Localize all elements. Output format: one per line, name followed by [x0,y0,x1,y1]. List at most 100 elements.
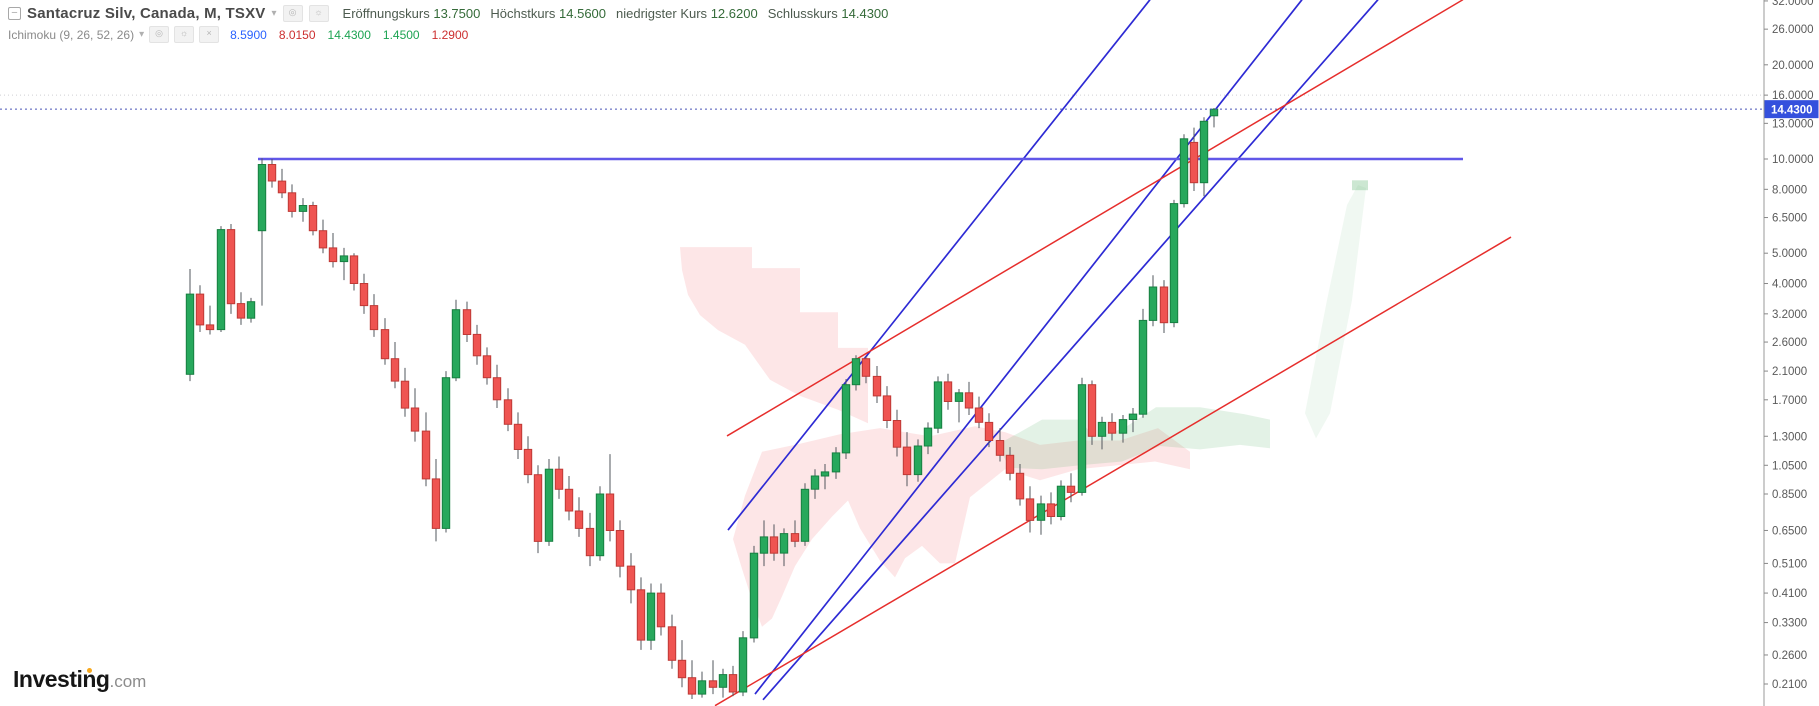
chevron-down-icon[interactable]: ▾ [271,8,277,19]
indicator-values: 8.5900 8.0150 14.4300 1.4500 1.2900 [230,28,468,42]
candle-down [656,592,666,628]
candle-down [790,533,800,542]
candle-down [677,659,687,679]
candle-up [697,680,707,695]
candle-up [1036,503,1046,521]
candle-down [421,430,431,480]
candle-down [605,493,615,531]
eye-icon[interactable]: ◎ [282,5,303,22]
candle-up [1148,286,1158,321]
candle-up [257,164,267,232]
candle-down [585,527,595,557]
price-tick-label: 0.4100 [1772,588,1807,600]
collapse-icon[interactable]: − [8,7,21,20]
candle-down [892,420,902,448]
candle-down [1015,472,1025,500]
price-tick-label: 0.8500 [1772,489,1807,501]
high-value: 14.5600 [559,6,607,21]
candle-down [1107,421,1117,434]
candle-down [1159,286,1169,324]
svg-text:14.4300: 14.4300 [1771,105,1813,117]
candle-down [574,510,584,529]
candle-down [615,530,625,567]
candle-up [810,475,820,490]
candle-up [595,493,605,557]
candle-up [759,536,769,554]
gear-icon[interactable]: ☼ [308,5,329,22]
candle-down [1087,384,1097,437]
candle-up [451,309,461,379]
symbol-title[interactable]: Santacruz Silv, Canada, M, TSXV [27,5,266,22]
cloud-pink_upper [680,247,868,424]
trend-lines[interactable] [258,0,1512,706]
close-icon[interactable]: × [199,26,220,43]
candle-down [667,626,677,661]
candle-down [431,478,441,529]
candle-down [687,677,697,695]
price-tick-label: 16.0000 [1772,90,1814,102]
price-tick-label: 1.0500 [1772,460,1807,472]
cloud-green_band [997,407,1270,470]
candle-up [216,229,226,331]
candle-down [349,255,359,284]
candle-down [902,446,912,476]
candle-up [1209,108,1219,117]
indicator-value: 1.2900 [431,27,469,42]
eye-icon[interactable]: ◎ [149,26,170,43]
candle-down [533,474,543,542]
candle-down [1025,498,1035,521]
low-label: niedrigster Kurs 12.6200 [616,6,758,21]
price-tick-label: 32.0000 [1772,0,1814,8]
candle-up [1199,120,1209,184]
candle-up [185,293,195,375]
candle-up [1179,138,1189,205]
candle-down [564,488,574,512]
high-label: Höchstkurs 14.5600 [490,6,607,21]
price-tick-label: 10.0000 [1772,154,1814,166]
price-tick-label: 0.5100 [1772,558,1807,570]
candle-down [974,407,984,423]
candle-down [472,333,482,357]
candle-down [236,303,246,319]
candle-down [943,381,953,402]
candle-up [749,552,759,639]
candle-up [738,637,748,693]
candle-up [923,427,933,447]
candle-down [369,305,379,331]
candle-down [410,407,420,432]
candle-down [636,589,646,641]
candle-down [513,423,523,450]
candle-down [492,377,502,401]
candle-down [195,293,205,326]
candle-up [1138,319,1148,415]
candle-down [328,247,338,263]
candle-up [1056,485,1066,518]
indicator-name[interactable]: Ichimoku (9, 26, 52, 26) [8,27,135,42]
candle-down [482,355,492,379]
price-tick-label: 1.3000 [1772,431,1807,443]
candle-down [626,565,636,591]
candle-up [646,592,656,641]
price-tick-label: 0.3300 [1772,618,1807,630]
chevron-down-icon[interactable]: ▾ [139,29,145,40]
candle-down [462,309,472,336]
candle-down [226,229,236,305]
candle-down [984,421,994,441]
candle-up [441,377,451,529]
blue-trend-line [762,0,1379,701]
candle-down [1005,454,1015,474]
candle-down [769,536,779,554]
cloud-pink_lower [733,426,1190,627]
price-tick-label: 26.0000 [1772,24,1814,36]
price-tick-label: 0.6500 [1772,525,1807,537]
indicator-value: 8.0150 [278,27,316,42]
close-label: Schlusskurs 14.4300 [767,6,889,21]
candle-up [1169,203,1179,324]
gear-icon[interactable]: ☼ [174,26,195,43]
candle-down [308,205,318,232]
candle-down [554,468,564,490]
candle-up [820,471,830,477]
candle-up [544,468,554,542]
